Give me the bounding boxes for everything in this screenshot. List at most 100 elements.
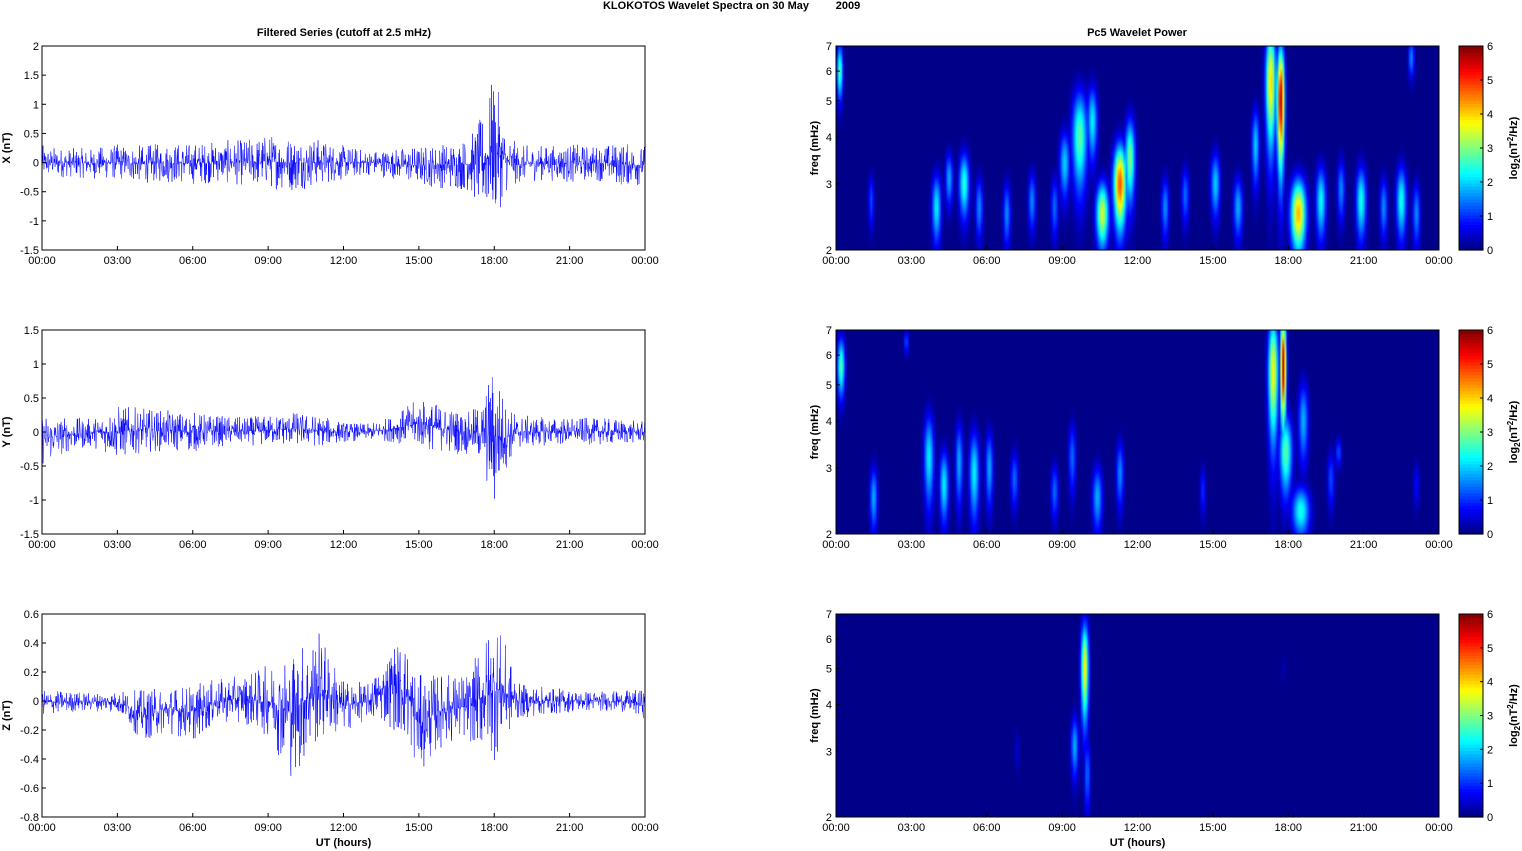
spectrogram-image xyxy=(836,46,1439,250)
colorbar-step xyxy=(1459,655,1483,660)
colorbar-label: log2(nT2/Hz) xyxy=(1506,684,1522,747)
y-tick-label: 7 xyxy=(826,41,832,53)
colorbar-step xyxy=(1459,419,1483,424)
colorbar-step xyxy=(1459,342,1483,347)
colorbar-step xyxy=(1459,518,1483,522)
y-tick-label: 7 xyxy=(826,609,832,621)
colorbar-step xyxy=(1459,151,1483,155)
colorbar-step xyxy=(1459,116,1483,120)
colorbar-label-part: (nT xyxy=(1508,141,1520,158)
colorbar-label-part: 2 xyxy=(1506,420,1515,425)
x-tick-label: 21:00 xyxy=(556,255,584,267)
colorbar-step xyxy=(1459,406,1483,411)
colorbar-step xyxy=(1459,355,1483,360)
x-tick-label: 18:00 xyxy=(480,539,508,551)
x-tick-label: 06:00 xyxy=(179,822,207,834)
colorbar-step xyxy=(1459,97,1483,101)
colorbar-step xyxy=(1459,671,1483,675)
right-column-title: Pc5 Wavelet Power xyxy=(1087,27,1188,39)
colorbar-tick-label: 6 xyxy=(1487,325,1493,337)
y-axis-label: freq (mHz) xyxy=(809,688,821,743)
y-tick-label: -1.5 xyxy=(20,245,39,257)
colorbar-step xyxy=(1459,810,1483,815)
colorbar-step xyxy=(1459,709,1483,713)
colorbar-step xyxy=(1459,658,1483,663)
colorbar-label-part: log xyxy=(1508,447,1520,464)
colorbar-step xyxy=(1459,438,1483,443)
colorbar-step xyxy=(1459,84,1483,89)
colorbar-step xyxy=(1459,801,1483,805)
colorbar-step xyxy=(1459,336,1483,341)
panels: -1.5 -1 -0.5 0 0.5 1 1.5 2 X (nT) 00:00 03:00 06:00… xyxy=(1,41,1522,849)
colorbar-step xyxy=(1459,358,1483,363)
colorbar-tick-label: 4 xyxy=(1487,109,1493,121)
colorbar-step xyxy=(1459,428,1483,433)
colorbar-step xyxy=(1459,514,1483,519)
y-tick-label: 6 xyxy=(826,350,832,362)
colorbar-step xyxy=(1459,674,1483,679)
x-tick-label: 15:00 xyxy=(1199,255,1227,267)
y-tick-label: 3 xyxy=(826,746,832,758)
y-tick-label: 2 xyxy=(33,41,39,53)
colorbar-step xyxy=(1459,508,1483,513)
spectrogram-image xyxy=(836,614,1439,817)
colorbar-step xyxy=(1459,683,1483,688)
colorbar-step xyxy=(1459,237,1483,242)
colorbar-step xyxy=(1459,782,1483,786)
colorbar-step xyxy=(1459,77,1483,82)
x-tick-label: 09:00 xyxy=(254,539,282,551)
colorbar-tick-label: 6 xyxy=(1487,41,1493,53)
colorbar-step xyxy=(1459,371,1483,376)
left-column-title: Filtered Series (cutoff at 2.5 mHz) xyxy=(257,27,432,39)
figure-year: 2009 xyxy=(836,0,860,12)
x-tick-label: 00:00 xyxy=(28,539,56,551)
colorbar-step xyxy=(1459,87,1483,92)
colorbar-tick-label: 4 xyxy=(1487,677,1493,689)
x-tick-label: 18:00 xyxy=(480,822,508,834)
y-tick-label: -0.2 xyxy=(20,725,39,737)
colorbar-step xyxy=(1459,457,1483,462)
colorbar-label-part: 2 xyxy=(1513,158,1522,163)
colorbar-step xyxy=(1459,422,1483,427)
colorbar-step xyxy=(1459,208,1483,213)
colorbar-step xyxy=(1459,100,1483,104)
colorbar-step xyxy=(1459,645,1483,650)
colorbar-step xyxy=(1459,227,1483,232)
colorbar-step xyxy=(1459,202,1483,206)
colorbar-step xyxy=(1459,189,1483,194)
colorbar-step xyxy=(1459,138,1483,143)
colorbar-step xyxy=(1459,473,1483,478)
colorbar-step xyxy=(1459,648,1483,653)
x-tick-label: 06:00 xyxy=(973,822,1001,834)
colorbar-step xyxy=(1459,753,1483,758)
colorbar-step xyxy=(1459,186,1483,191)
colorbar-step xyxy=(1459,614,1483,618)
y-tick-label: 4 xyxy=(826,416,832,428)
colorbar-label-part: 2 xyxy=(1513,725,1522,730)
colorbar-step xyxy=(1459,740,1483,745)
colorbar-tick-label: 3 xyxy=(1487,711,1493,723)
colorbar-label-part: /Hz) xyxy=(1508,116,1520,137)
colorbar-step xyxy=(1459,530,1483,535)
colorbar-step xyxy=(1459,377,1483,382)
colorbar-step xyxy=(1459,813,1483,818)
y-tick-label: 2 xyxy=(826,529,832,541)
filtered-series-panel-y: -1.5 -1 -0.5 0 0.5 1 1.5 Y (nT) 00:00 03:00 06:00 0… xyxy=(1,325,659,551)
y-tick-label: 5 xyxy=(826,664,832,676)
x-tick-label: 00:00 xyxy=(631,539,659,551)
y-tick-label: 1.5 xyxy=(24,325,39,337)
colorbar-step xyxy=(1459,766,1483,771)
colorbar-step xyxy=(1459,759,1483,764)
x-tick-label: 09:00 xyxy=(1048,539,1076,551)
colorbar-step xyxy=(1459,791,1483,796)
colorbar-step xyxy=(1459,396,1483,401)
x-tick-label: 12:00 xyxy=(1124,822,1152,834)
colorbar-step xyxy=(1459,132,1483,136)
y-tick-label: 4 xyxy=(826,132,832,144)
colorbar-step xyxy=(1459,58,1483,63)
colorbar-step xyxy=(1459,365,1483,369)
